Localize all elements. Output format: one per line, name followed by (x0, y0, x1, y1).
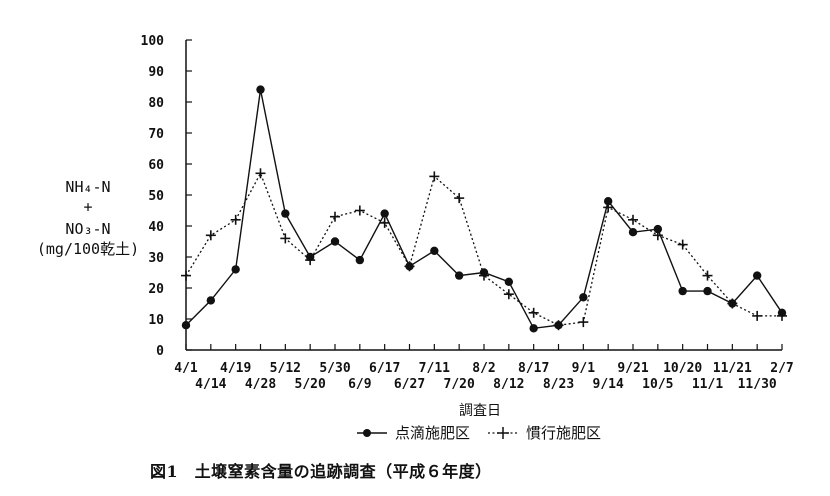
series-0-point-6 (330, 237, 340, 246)
series-1-point-4 (280, 233, 291, 244)
y-tick-label-20: 20 (148, 282, 164, 297)
x-tick-label-10: 7/11 (419, 361, 450, 376)
y-axis-label-line-4: (mg/100乾土) (36, 240, 140, 258)
series-0-point-2 (231, 265, 240, 274)
series-0-point-1 (206, 296, 216, 305)
x-tick-label-16: 9/1 (572, 361, 596, 376)
legend-label-drip: 点滴施肥区 (395, 424, 471, 442)
y-tick-label-70: 70 (148, 127, 164, 142)
series-0-point-20 (678, 286, 687, 296)
series-1-point-10 (429, 171, 440, 182)
series-1-point-18 (628, 214, 638, 225)
x-tick-label-19: 10/5 (642, 377, 673, 392)
x-tick-label-23: 11/30 (738, 377, 777, 392)
series-line-1 (185, 171, 782, 326)
y-tick-label-30: 30 (148, 251, 164, 266)
y-axis-label-line-2: + (83, 198, 93, 216)
y-axis-label-line-3: NO₃-N (65, 220, 111, 238)
series-0-point-4 (281, 209, 290, 218)
x-tick-label-15: 8/23 (543, 377, 574, 392)
series-0-point-8 (380, 209, 389, 218)
series-1-point-0 (181, 270, 191, 281)
series-0-point-17 (603, 197, 613, 206)
x-tick-label-7: 6/9 (348, 377, 371, 392)
y-tick-label-50: 50 (148, 189, 164, 204)
x-tick-label-13: 8/12 (493, 377, 524, 392)
x-tick-label-21: 11/1 (692, 377, 723, 392)
series-0-point-18 (628, 228, 638, 237)
x-tick-label-4: 5/12 (270, 361, 301, 376)
legend: 点滴施肥区 慣行施肥区 (355, 422, 601, 443)
series-0-point-0 (181, 321, 191, 330)
x-axis-title: 調査日 (459, 403, 501, 419)
x-tick-label-14: 8/17 (518, 361, 549, 376)
x-tick-label-17: 9/14 (593, 377, 624, 392)
series-1-point-16 (578, 317, 589, 328)
series-1-point-14 (528, 307, 539, 318)
series-1-point-19 (652, 230, 663, 241)
series-1-point-24 (777, 310, 787, 321)
y-tick-label-90: 90 (148, 65, 164, 80)
x-tick-label-5: 5/20 (295, 377, 326, 392)
y-tick-label-0: 0 (156, 344, 164, 359)
series-1-point-8 (379, 217, 390, 228)
series-1-point-17 (603, 202, 614, 213)
series-0-point-23 (752, 271, 762, 280)
series-0-point-11 (454, 271, 464, 280)
x-tick-label-18: 9/21 (617, 361, 648, 376)
series-line-0 (185, 89, 783, 330)
series-0-point-13 (504, 277, 514, 286)
series-0-point-19 (653, 224, 663, 234)
series-0-point-21 (703, 286, 712, 296)
x-tick-label-8: 6/17 (369, 361, 400, 376)
figure-caption: 図1 土壌窒素含量の追跡調査（平成６年度） (150, 462, 492, 481)
series-1-point-12 (479, 270, 489, 281)
series-1-point-22 (727, 298, 738, 309)
x-tick-label-22: 11/21 (713, 361, 752, 376)
x-tick-label-11: 7/20 (444, 377, 475, 392)
series-1-point-1 (205, 230, 216, 241)
series-1-point-9 (404, 261, 415, 272)
x-tick-label-2: 4/19 (220, 361, 251, 376)
series-0-point-16 (579, 293, 588, 302)
y-tick-label-10: 10 (148, 313, 164, 328)
series-0-point-3 (256, 85, 265, 94)
series-1-point-15 (553, 320, 564, 331)
x-tick-label-0: 4/1 (174, 361, 198, 376)
legend-swatch-conventional (488, 426, 519, 439)
series-1-point-13 (503, 289, 514, 300)
y-tick-label-80: 80 (148, 96, 164, 111)
x-tick-label-24: 2/7 (770, 361, 793, 376)
x-tick-label-20: 10/20 (663, 361, 702, 376)
series-1-point-21 (702, 270, 713, 281)
legend-label-conventional: 慣行施肥区 (526, 424, 602, 442)
series-1-point-3 (255, 168, 266, 179)
y-axis-label-line-1: NH₄-N (65, 178, 111, 196)
y-tick-label-60: 60 (148, 158, 164, 173)
series-1-point-5 (305, 255, 316, 266)
series-0-point-10 (430, 246, 439, 255)
x-tick-label-12: 8/2 (472, 361, 495, 376)
y-tick-label-100: 100 (141, 34, 165, 49)
x-tick-label-3: 4/28 (245, 377, 276, 392)
series-0-point-7 (355, 255, 365, 265)
x-tick-label-6: 5/30 (319, 361, 350, 376)
series-1-point-20 (677, 239, 688, 250)
series-0-point-14 (529, 324, 538, 333)
x-tick-label-9: 6/27 (394, 377, 425, 392)
series-1-point-6 (330, 211, 340, 222)
legend-swatch-drip (357, 428, 387, 437)
y-tick-label-40: 40 (148, 220, 164, 235)
series-1-point-23 (752, 310, 763, 321)
series-1-point-11 (454, 193, 465, 204)
series-1-point-2 (230, 214, 241, 225)
series-1-point-7 (354, 205, 365, 216)
x-tick-label-1: 4/14 (195, 377, 226, 392)
